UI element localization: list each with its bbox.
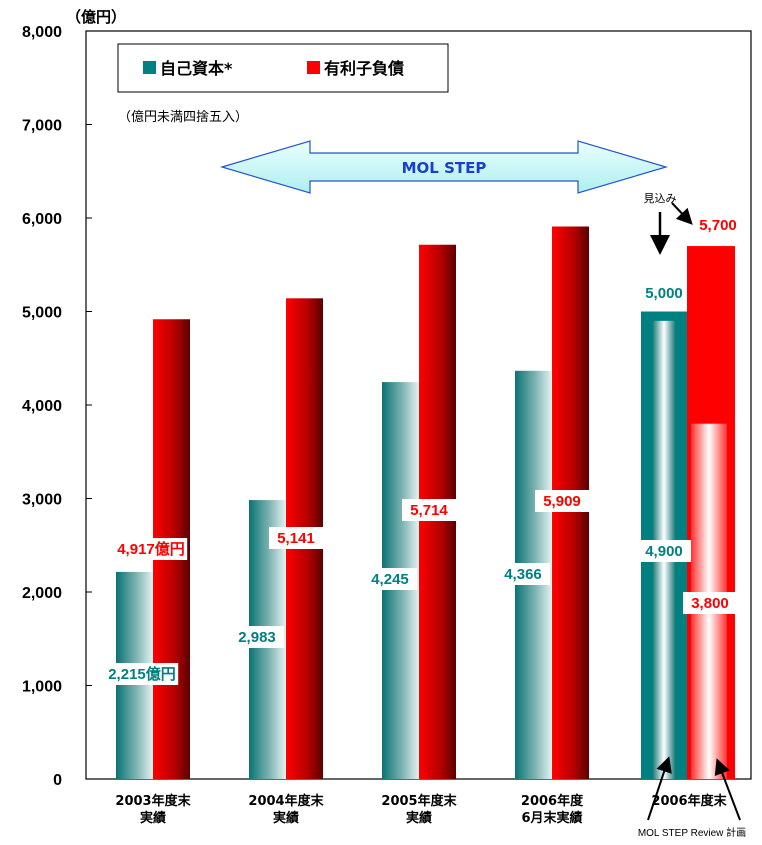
y-tick-label: 5,000 <box>22 305 62 322</box>
label-debt: 5,714 <box>410 502 448 519</box>
y-tick-label: 2,000 <box>22 585 62 602</box>
legend-swatch-equity <box>143 61 156 74</box>
plan-arrow-equity <box>647 756 672 821</box>
legend-swatch-debt <box>307 61 320 74</box>
legend-label-equity: 自己資本* <box>160 59 233 78</box>
plan-label: MOL STEP Review 計画 <box>638 826 746 839</box>
y-tick-label: 1,000 <box>22 679 62 696</box>
label-debt-plan: 3,800 <box>691 595 729 612</box>
legend: 自己資本* 有利子負債 <box>117 43 449 93</box>
label-equity-bg <box>363 568 417 590</box>
rounding-note: （億円未満四捨五入） <box>118 109 248 125</box>
label-equity: 4,245 <box>371 571 409 588</box>
label-debt-group: 5,714 <box>402 499 456 521</box>
x-tick-label: 6月末実績 <box>521 810 582 826</box>
label-debt-group: 5,909 <box>535 490 589 512</box>
x-tick-label: 2006年度 <box>521 793 584 809</box>
y-tick-label: 4,000 <box>22 398 62 415</box>
label-equity-bg <box>496 563 550 585</box>
forecast-annotation: 見込み <box>644 192 693 255</box>
label-debt-group: 5,141 <box>269 527 323 549</box>
y-tick-label: 8,000 <box>22 24 62 41</box>
label-debt-group: 4,917億円 <box>114 538 188 560</box>
y-unit-label: （億円） <box>66 8 126 26</box>
bars: 2,215億円 4,917億円 2,983 5,141 4,245 5,714 4,366 5… <box>105 217 737 780</box>
x-tick-label: 実績 <box>273 810 299 826</box>
x-tick-label: 2003年度末 <box>115 793 191 809</box>
label-debt: 5,909 <box>543 493 581 510</box>
label-debt: 5,141 <box>277 530 315 547</box>
label-debt-plan-group: 3,800 <box>683 592 737 614</box>
label-equity-group: 4,366 <box>496 563 550 585</box>
double-arrow-shape <box>219 140 669 194</box>
label-debt-forecast: 5,700 <box>699 217 737 234</box>
forecast-label: 見込み <box>644 192 677 205</box>
mol-step-label: MOL STEP <box>402 159 487 177</box>
label-equity-forecast: 5,000 <box>645 285 683 302</box>
legend-label-debt: 有利子負債 <box>324 59 404 78</box>
label-equity: 2,983 <box>238 629 276 646</box>
label-debt-bg <box>535 490 589 512</box>
y-tick-label: 3,000 <box>22 492 62 509</box>
x-tick-label: 実績 <box>140 810 166 826</box>
label-equity: 2,215億円 <box>108 665 176 683</box>
label-equity-plan-group: 4,900 <box>637 540 691 562</box>
y-tick-label: 0 <box>53 772 62 789</box>
y-tick-label: 7,000 <box>22 118 62 135</box>
x-tick-label: 2005年度末 <box>381 793 457 809</box>
x-tick-label: 2004年度末 <box>248 793 324 809</box>
label-equity-plan: 4,900 <box>645 543 683 560</box>
mol-step-arrow: MOL STEP <box>219 140 669 194</box>
x-axis-labels: 2003年度末実績2004年度末実績2005年度末実績2006年度6月末実績20… <box>115 793 727 826</box>
label-equity-bg <box>105 663 179 685</box>
label-debt-bg <box>114 538 188 560</box>
forecast-arrow-debt <box>671 202 693 225</box>
label-equity-bg <box>230 626 284 648</box>
x-tick-label: 2006年度末 <box>651 793 727 809</box>
label-debt-bg <box>402 499 456 521</box>
plan-arrow-debt <box>714 758 741 821</box>
label-equity-group: 2,983 <box>230 626 284 648</box>
label-equity-plan-bg <box>637 540 691 562</box>
label-equity: 4,366 <box>504 566 542 583</box>
legend-box <box>117 43 449 93</box>
label-equity-group: 2,215億円 <box>105 663 179 685</box>
label-debt-plan-bg <box>683 592 737 614</box>
label-debt: 4,917億円 <box>117 540 185 558</box>
y-tick-label: 6,000 <box>22 211 62 228</box>
y-axis-ticks: 0 1,000 2,000 3,000 4,000 5,000 6,000 7,000 8,00… <box>22 24 92 789</box>
plan-annotation: MOL STEP Review 計画 <box>638 756 746 839</box>
label-equity-group: 4,245 <box>363 568 417 590</box>
x-tick-label: 実績 <box>406 810 432 826</box>
label-debt-bg <box>269 527 323 549</box>
